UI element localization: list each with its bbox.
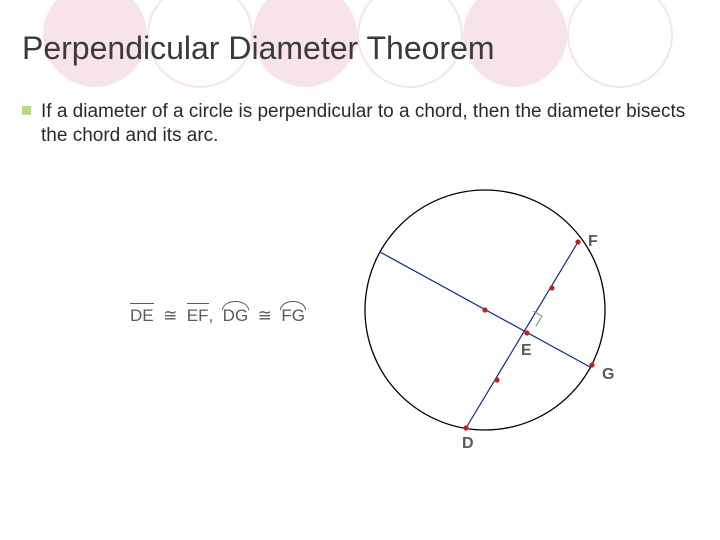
circle-diagram: F E G D xyxy=(330,170,650,490)
bullet-icon xyxy=(22,106,31,115)
svg-text:G: G xyxy=(602,366,614,383)
arc-DG: DG xyxy=(223,302,249,326)
arc-FG: FG xyxy=(281,302,305,326)
segment-EF: EF xyxy=(187,303,209,326)
svg-text:F: F xyxy=(588,233,598,250)
svg-text:E: E xyxy=(521,342,532,359)
svg-text:D: D xyxy=(462,435,474,452)
segment-DE: DE xyxy=(130,303,154,326)
theorem-text: If a diameter of a circle is perpendicul… xyxy=(41,100,690,148)
congruence-statement: DE ≅ EF, DG ≅ FG xyxy=(130,302,305,326)
bullet-row: If a diameter of a circle is perpendicul… xyxy=(22,100,690,148)
page-title: Perpendicular Diameter Theorem xyxy=(22,30,495,67)
